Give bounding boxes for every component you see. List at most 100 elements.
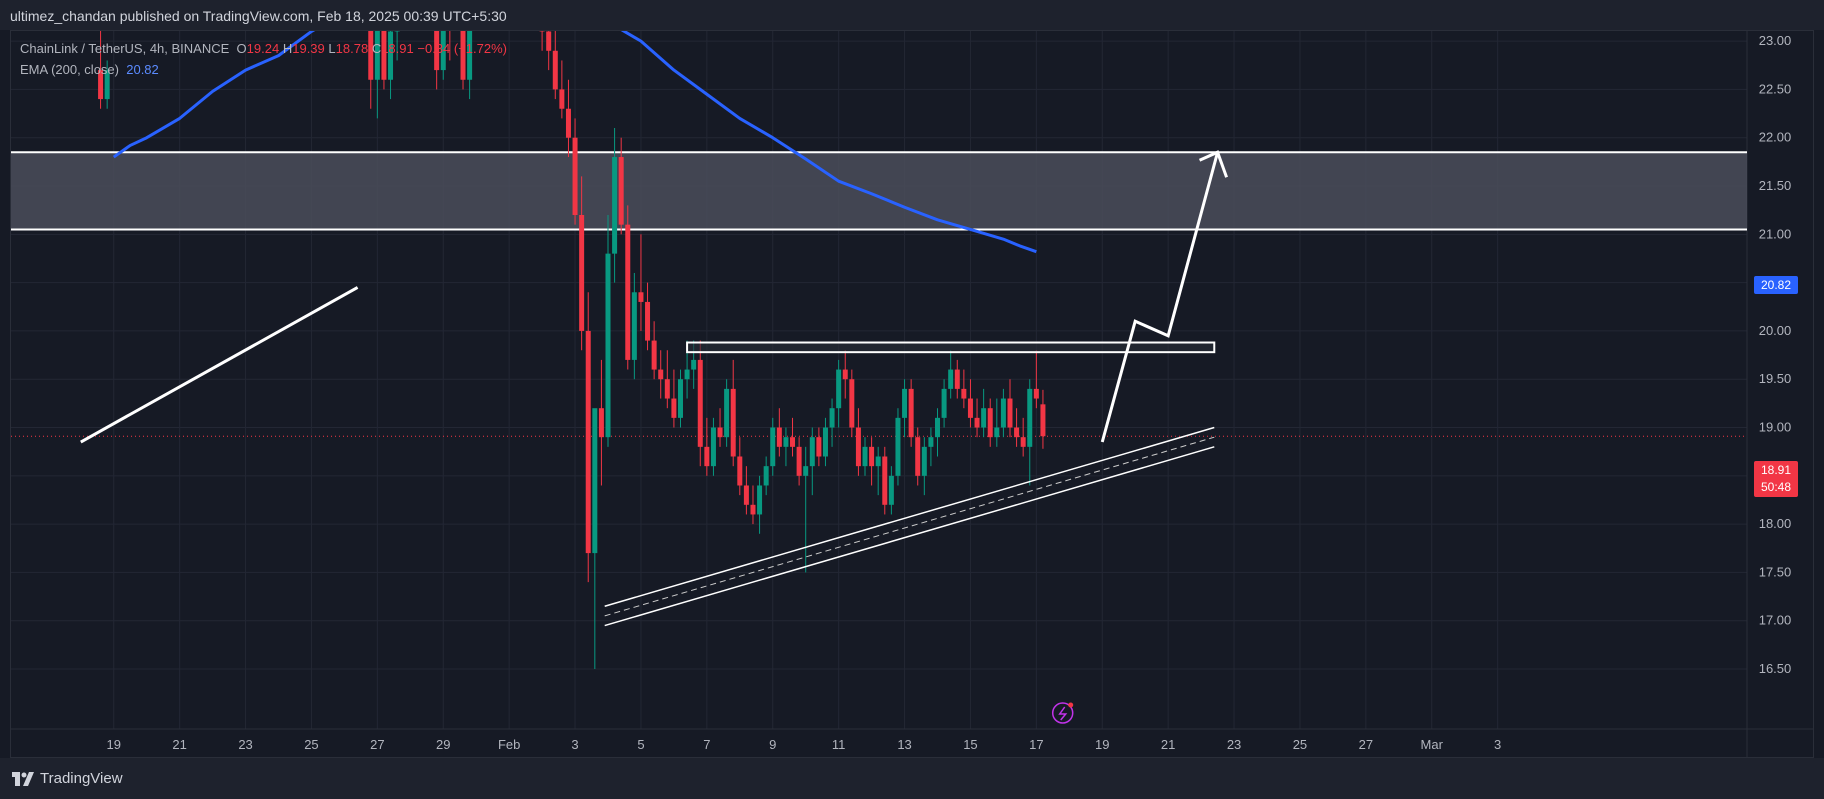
candle-body-down (552, 50, 558, 90)
candle-body-down (1020, 437, 1026, 447)
candle-body-up (803, 466, 809, 476)
brand-name: TradingView (40, 770, 123, 787)
candle-body-up (941, 388, 947, 418)
candle-body-up (374, 31, 380, 80)
candle-body-up (104, 70, 110, 100)
candle-body-down (776, 427, 782, 447)
candle-body-down (816, 437, 822, 457)
candle-body-up (757, 485, 763, 515)
candle-body-up (935, 417, 940, 438)
candle-body-up (981, 408, 987, 428)
candle-body-down (618, 157, 624, 225)
x-tick-label: 17 (1029, 737, 1043, 752)
candle-body-up (440, 31, 446, 71)
x-tick-label: 11 (832, 737, 846, 752)
y-tick-label: 20.00 (1759, 323, 1792, 338)
candle-body-down (1014, 427, 1020, 438)
x-tick-label: 23 (1227, 737, 1241, 752)
publisher-bar: ultimez_chandan published on TradingView… (0, 0, 1824, 30)
lightning-bolt-icon (1058, 706, 1068, 721)
y-tick-label: 23.00 (1759, 33, 1792, 48)
neckline-rectangle (686, 341, 1216, 354)
candle-body-up (875, 456, 881, 467)
candle-body-up (994, 427, 1000, 438)
candle-body-down (638, 292, 644, 302)
notification-dot-icon (1068, 702, 1074, 708)
candle-body-down (796, 446, 802, 476)
candle-body-up (677, 379, 683, 418)
lightning-event-icon (1051, 702, 1074, 724)
candle-body-down (434, 31, 440, 71)
candle-body-up (1027, 388, 1033, 447)
candle-body-down (1040, 404, 1046, 437)
channel-mid-line (604, 436, 1215, 617)
candle-body-up (888, 475, 894, 505)
y-tick-label: 16.50 (1759, 661, 1792, 676)
x-tick-label: 23 (238, 737, 252, 752)
candle-body-down (974, 417, 980, 428)
candle-body-up (592, 408, 598, 554)
y-tick-label: 22.00 (1759, 130, 1792, 145)
x-tick-label: 5 (637, 737, 644, 752)
candle-body-down (790, 437, 796, 447)
x-tick-label: 29 (436, 737, 450, 752)
ema-price-text: 20.82 (1760, 278, 1792, 292)
candle-body-up (948, 369, 954, 389)
x-tick-label: Feb (498, 737, 520, 752)
candle-body-down (961, 388, 967, 399)
x-tick-label: 27 (1359, 737, 1373, 752)
y-tick-label: 19.00 (1759, 420, 1792, 435)
candle-body-up (631, 292, 637, 360)
x-tick-label: 3 (571, 737, 578, 752)
candle-body-down (849, 379, 855, 428)
candle-body-down (842, 369, 848, 380)
candle-body-up (612, 157, 618, 254)
candle-body-down (658, 369, 664, 380)
candle-body-up (902, 388, 908, 418)
candle-body-down (598, 408, 604, 438)
x-tick-label: 13 (897, 737, 911, 752)
candle-body-up (1000, 398, 1006, 428)
chart-area[interactable]: 16.5017.0017.5018.0018.5019.0019.5020.00… (10, 30, 1814, 758)
y-tick-label: 17.00 (1759, 613, 1792, 628)
candle-body-up (684, 369, 690, 380)
candle-body-up (724, 388, 730, 438)
x-tick-label: 27 (370, 737, 384, 752)
candle-body-down (98, 70, 104, 100)
x-tick-label: 15 (963, 737, 977, 752)
y-tick-label: 22.50 (1759, 81, 1792, 96)
x-tick-label: 25 (304, 737, 318, 752)
candle-body-down (664, 379, 670, 399)
tradingview-brand[interactable]: TradingView (12, 770, 123, 787)
channel-lower-line (604, 446, 1215, 627)
candle-body-down (671, 398, 677, 418)
x-tick-label: 19 (107, 737, 121, 752)
ema-200-line (112, 31, 1037, 254)
y-tick-label: 21.50 (1759, 178, 1792, 193)
price-chart[interactable]: 16.5017.0017.5018.0018.5019.0019.5020.00… (11, 31, 1814, 758)
publisher-text: ultimez_chandan published on TradingView… (10, 8, 507, 24)
candle-body-down (704, 446, 710, 467)
trend-line (80, 286, 359, 444)
countdown-text: 50:48 (1760, 480, 1792, 494)
y-tick-label: 18.00 (1759, 516, 1792, 531)
x-tick-label: 9 (769, 737, 776, 752)
candle-body-down (1007, 398, 1013, 428)
candle-body-down (579, 215, 585, 331)
candle-body-down (730, 388, 736, 457)
candle-body-down (869, 446, 875, 467)
y-tick-label: 19.50 (1759, 371, 1792, 386)
candle-body-down (1033, 388, 1039, 399)
candle-body-up (388, 31, 394, 80)
x-tick-label: 3 (1494, 737, 1501, 752)
candle-body-up (783, 437, 789, 447)
candle-body-up (710, 427, 716, 467)
candle-body-down (572, 137, 578, 215)
candle-body-down (717, 427, 723, 438)
candle-body-down (651, 340, 657, 370)
projection-arrowhead (1198, 150, 1228, 178)
last-price-label: 18.91 50:48 (1754, 461, 1798, 497)
y-tick-label: 21.00 (1759, 226, 1792, 241)
candle-body-down (908, 388, 914, 438)
candle-body-up (809, 437, 815, 467)
